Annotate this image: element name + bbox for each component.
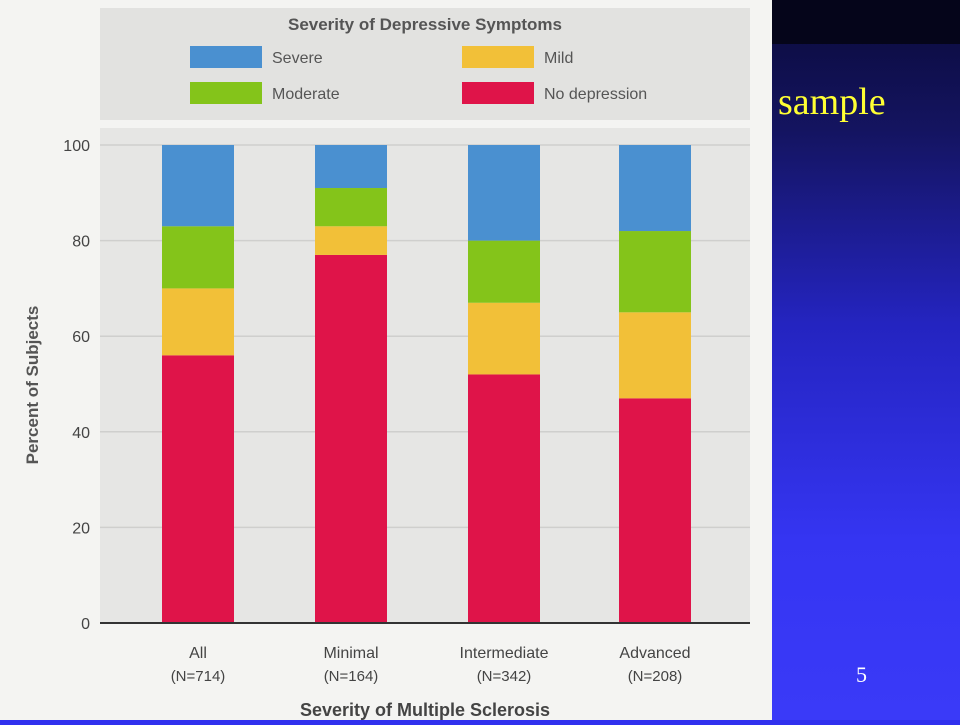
x-tick-label: Minimal xyxy=(323,645,378,662)
bar-segment-moderate xyxy=(468,240,540,303)
x-tick-label: Intermediate xyxy=(460,645,549,662)
y-tick-label: 0 xyxy=(81,616,90,633)
legend-swatch xyxy=(462,82,534,104)
legend-swatch xyxy=(190,46,262,68)
x-tick-label: Advanced xyxy=(619,645,690,662)
bar-segment-no-depression xyxy=(162,355,234,623)
legend-title: Severity of Depressive Symptoms xyxy=(288,15,562,34)
legend-label: Mild xyxy=(544,50,573,67)
stacked-bar-chart: Severity of Depressive Symptoms Severe Mi… xyxy=(23,8,750,720)
x-tick-sample-size: (N=714) xyxy=(171,668,226,685)
x-tick-label: All xyxy=(189,645,207,662)
y-tick-label: 100 xyxy=(63,138,90,155)
slide-title-word: sample xyxy=(778,81,886,123)
legend-items: Severe Mild Moderate No depression xyxy=(190,46,647,104)
bars xyxy=(162,145,691,623)
bar-segment-mild xyxy=(468,302,540,375)
y-tick-label: 80 xyxy=(72,234,90,251)
legend-label: No depression xyxy=(544,86,647,103)
slide-page-number: 5 xyxy=(856,662,867,687)
bar-segment-mild xyxy=(162,288,234,356)
bar-segment-severe xyxy=(162,145,234,227)
slide-top-strip xyxy=(760,0,960,44)
bar-segment-severe xyxy=(619,145,691,232)
x-tick-labels: All (N=714) Minimal (N=164) Intermediate (N=3… xyxy=(171,645,691,685)
x-axis-label: Severity of Multiple Sclerosis xyxy=(300,700,550,720)
bar-segment-mild xyxy=(619,312,691,399)
bar-segment-no-depression xyxy=(468,374,540,623)
bar-segment-moderate xyxy=(619,231,691,313)
bar-segment-no-depression xyxy=(315,254,387,623)
bar-segment-moderate xyxy=(162,226,234,289)
y-tick-label: 20 xyxy=(72,520,90,537)
bar-segment-severe xyxy=(315,145,387,189)
y-tick-labels: 0 20 40 60 80 100 xyxy=(63,138,90,633)
bar-segment-no-depression xyxy=(619,398,691,623)
chart-figure: Severity of Depressive Symptoms Severe Mi… xyxy=(0,0,772,720)
x-tick-sample-size: (N=342) xyxy=(477,668,532,685)
legend-label: Severe xyxy=(272,50,323,67)
y-axis-label: Percent of Subjects xyxy=(23,306,42,465)
bar-segment-moderate xyxy=(315,188,387,227)
x-tick-sample-size: (N=164) xyxy=(324,668,379,685)
bar-segment-severe xyxy=(468,145,540,241)
y-tick-label: 40 xyxy=(72,425,90,442)
legend-swatch xyxy=(190,82,262,104)
legend-swatch xyxy=(462,46,534,68)
bar-segment-mild xyxy=(315,226,387,255)
y-tick-label: 60 xyxy=(72,329,90,346)
x-tick-sample-size: (N=208) xyxy=(628,668,683,685)
legend-label: Moderate xyxy=(272,86,340,103)
